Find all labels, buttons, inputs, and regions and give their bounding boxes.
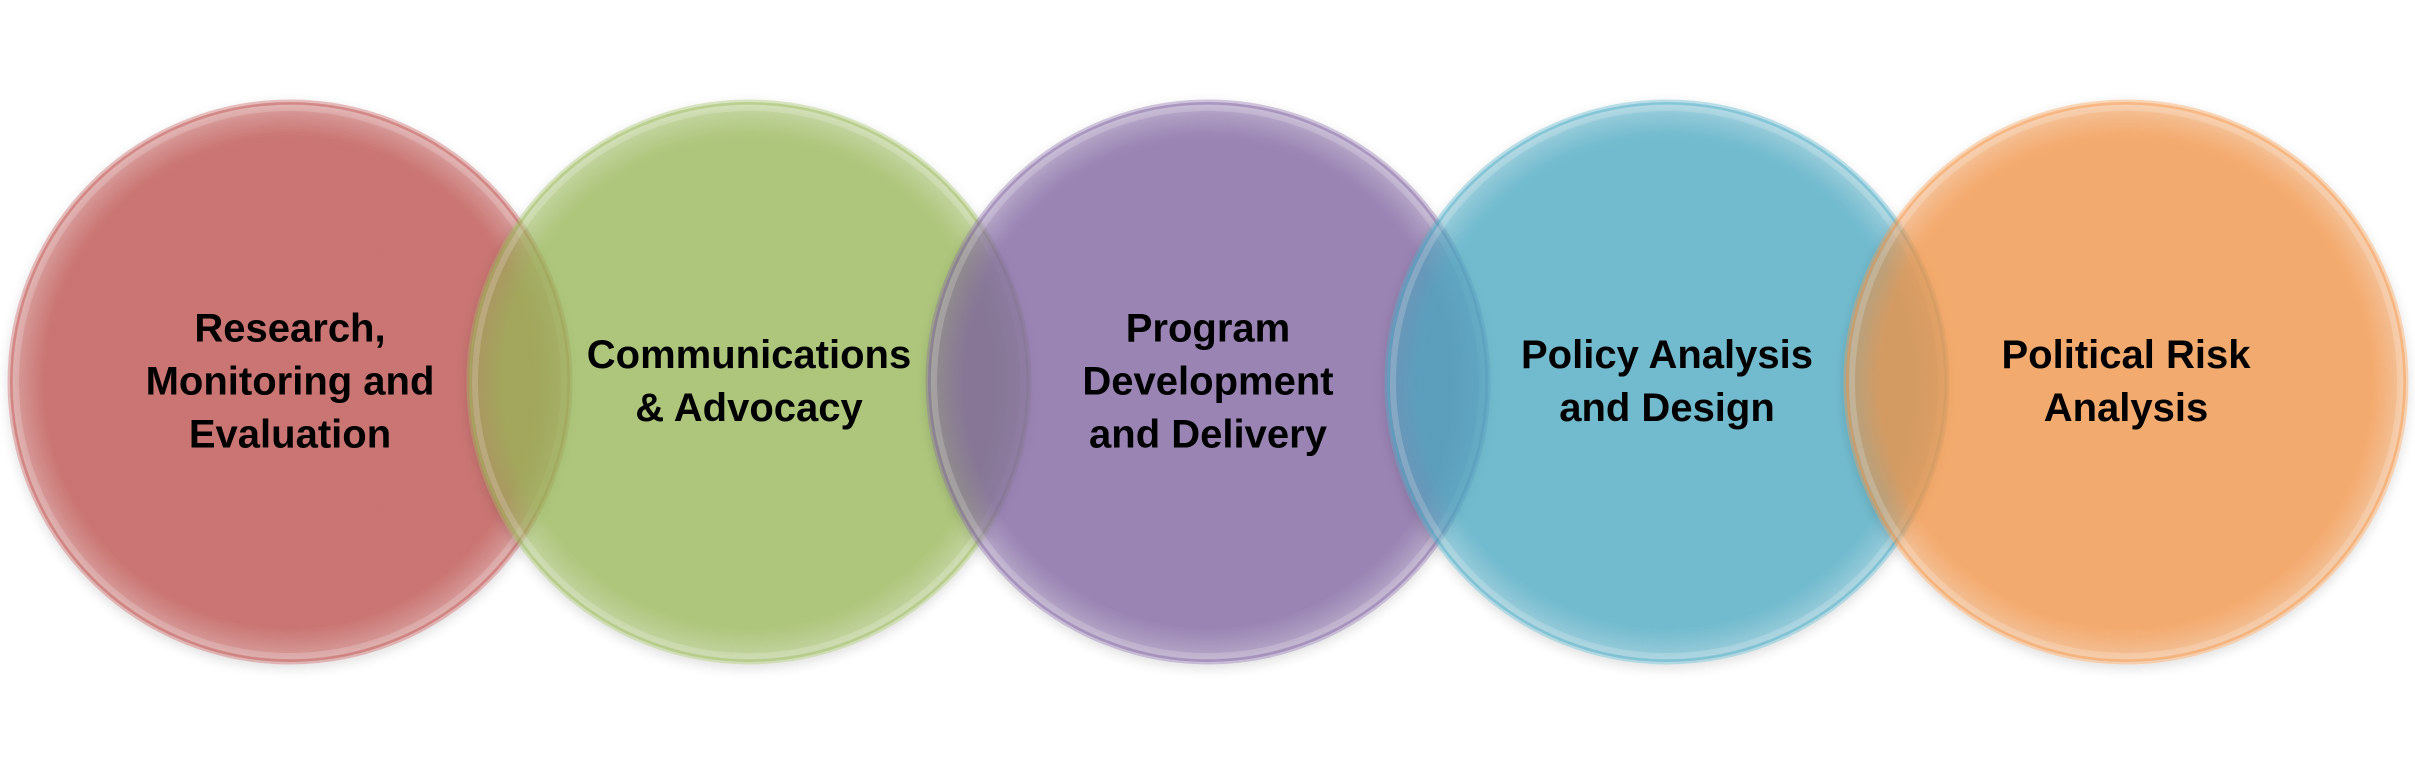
circle-rim-political-risk xyxy=(1849,105,2403,659)
circle-political-risk xyxy=(1843,99,2409,665)
